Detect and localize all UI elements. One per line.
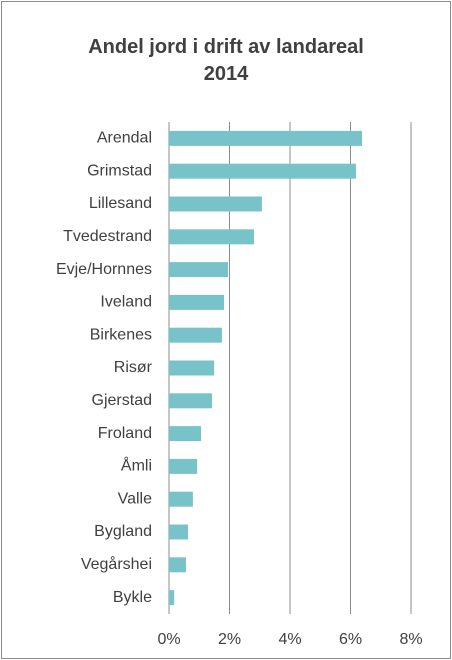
y-tick-label: Birkenes: [90, 326, 152, 343]
bar: [169, 491, 193, 507]
x-tick-label: 4%: [278, 631, 301, 648]
y-tick-label: Gjerstad: [92, 392, 152, 409]
x-tick-label: 6%: [339, 631, 362, 648]
bar: [169, 590, 175, 606]
bar: [169, 262, 228, 278]
y-tick-label: Bygland: [94, 523, 152, 540]
bar: [169, 557, 186, 573]
y-tick-label: Risør: [114, 359, 153, 376]
bar: [169, 524, 189, 540]
y-tick-label: Bykle: [113, 589, 152, 606]
y-tick-label: Froland: [98, 425, 152, 442]
bar: [169, 426, 202, 442]
y-tick-label: Grimstad: [87, 162, 152, 179]
x-tick-label: 0%: [157, 631, 180, 648]
chart-title: Andel jord i drift av landareal 2014: [88, 36, 364, 85]
y-tick-label: Lillesand: [89, 195, 152, 212]
y-tick-label: Arendal: [97, 130, 152, 147]
bar: [169, 130, 362, 146]
y-tick-label: Evje/Hornnes: [56, 261, 152, 278]
x-tick-label: 2%: [218, 631, 241, 648]
bar: [169, 229, 255, 245]
y-tick-label: Tvedestrand: [63, 228, 152, 245]
bar: [169, 458, 198, 474]
y-tick-label: Iveland: [100, 294, 152, 311]
bar: [169, 393, 212, 409]
bar: [169, 196, 262, 212]
bar: [169, 163, 356, 179]
y-tick-label: Åmli: [121, 456, 152, 475]
y-tick-label: Vegårshei: [81, 555, 152, 573]
x-tick-label: 8%: [399, 631, 422, 648]
bar: [169, 360, 215, 376]
y-tick-label: Valle: [118, 490, 152, 507]
bar: [169, 327, 222, 343]
bar: [169, 294, 225, 310]
